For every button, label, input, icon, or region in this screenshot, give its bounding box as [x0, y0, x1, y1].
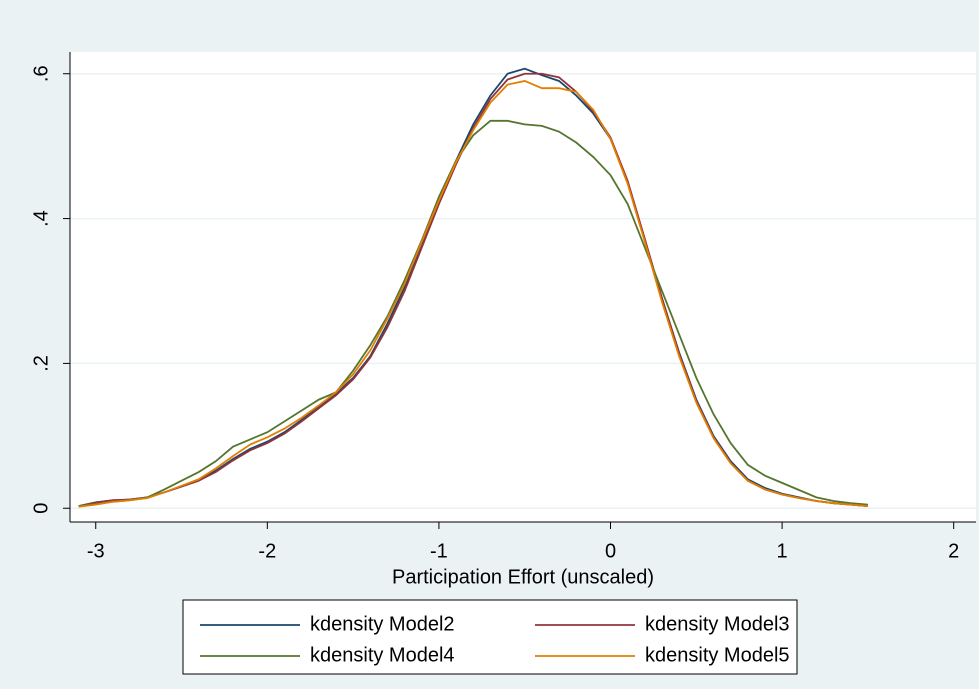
x-tick-label: -1 — [430, 540, 448, 562]
x-tick-label: -2 — [258, 540, 276, 562]
legend-label: kdensity Model5 — [645, 644, 790, 666]
series-line — [78, 119, 868, 507]
y-tick-label: .4 — [30, 210, 52, 227]
x-tick-label: 1 — [777, 540, 788, 562]
y-tick-label: .6 — [30, 65, 52, 82]
y-tick-label: 0 — [30, 503, 52, 514]
series-line — [78, 80, 868, 508]
y-tick-label: .2 — [30, 355, 52, 372]
legend-label: kdensity Model4 — [310, 644, 455, 666]
x-tick-label: 0 — [605, 540, 616, 562]
legend-box — [182, 599, 798, 675]
legend-label: kdensity Model2 — [310, 613, 455, 635]
x-axis-title: Participation Effort (unscaled) — [392, 566, 654, 588]
x-tick-label: -3 — [87, 540, 105, 562]
x-tick-label: 2 — [948, 540, 959, 562]
legend-label: kdensity Model3 — [645, 613, 790, 635]
plot-area — [70, 52, 976, 522]
